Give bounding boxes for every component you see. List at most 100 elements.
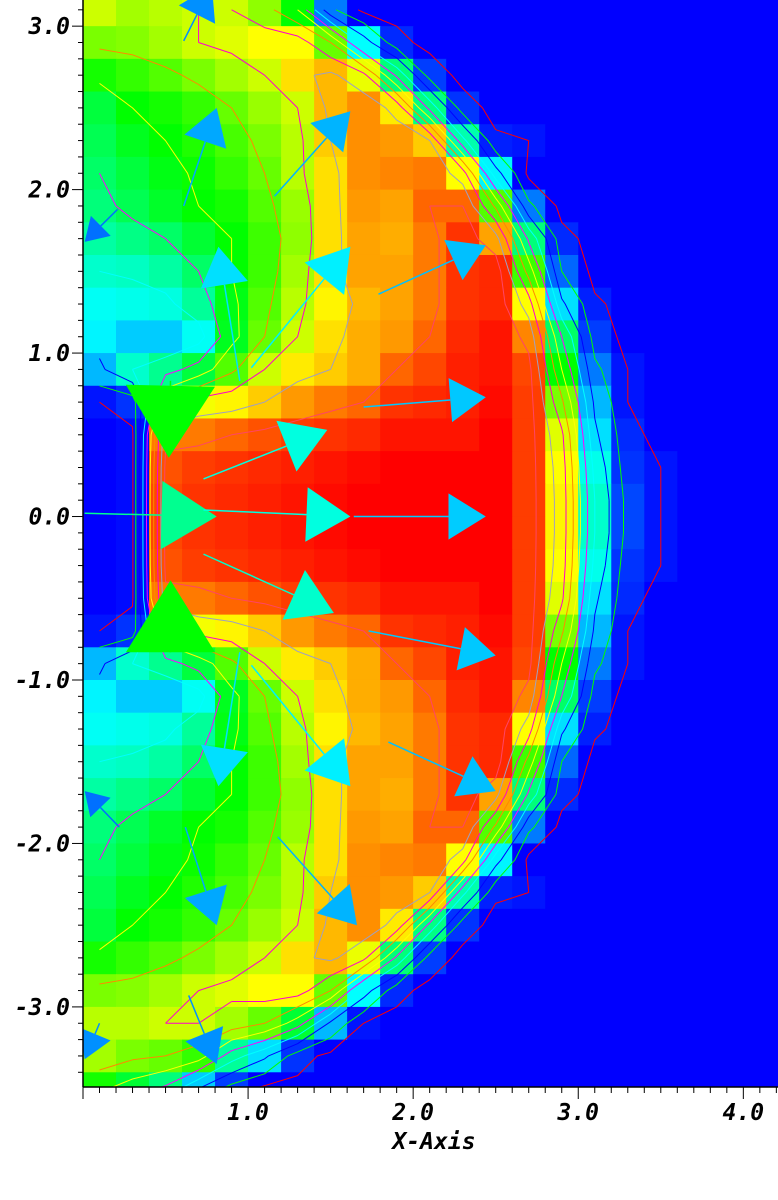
heatmap-cell xyxy=(83,843,117,877)
heatmap-cell xyxy=(710,908,744,943)
vector-arrow xyxy=(84,480,217,550)
heatmap-cell xyxy=(149,320,183,354)
heatmap-cell xyxy=(314,549,348,583)
heatmap-cell xyxy=(512,941,546,975)
heatmap-cell xyxy=(743,974,777,1008)
heatmap-cell xyxy=(677,712,711,746)
vector-head xyxy=(184,107,227,149)
heatmap-cell xyxy=(347,91,381,125)
heatmap-cell xyxy=(578,58,612,93)
heatmap-cell xyxy=(380,876,414,910)
heatmap-cell xyxy=(347,778,381,812)
heatmap-cell xyxy=(611,26,645,60)
heatmap-cell xyxy=(347,222,381,256)
heatmap-cell xyxy=(611,908,645,943)
heatmap-cell xyxy=(743,26,777,60)
vector-head xyxy=(83,1029,111,1060)
heatmap-cell xyxy=(149,0,183,27)
vector-shaft xyxy=(182,141,207,207)
heatmap-cell xyxy=(710,876,744,910)
heatmap-cell xyxy=(149,58,183,93)
heatmap-cell xyxy=(446,581,480,616)
vector-head xyxy=(448,493,486,540)
heatmap-cell xyxy=(611,0,645,27)
heatmap-cell xyxy=(149,810,183,844)
heatmap-cell xyxy=(578,222,612,256)
heatmap-cell xyxy=(611,156,645,191)
heatmap-cell xyxy=(116,679,150,714)
heatmap-cell xyxy=(215,0,249,27)
heatmap-cell xyxy=(116,320,150,354)
vector-head xyxy=(160,480,217,550)
heatmap-cell xyxy=(248,26,282,60)
heatmap-cell xyxy=(545,908,579,943)
heatmap-cell xyxy=(446,908,480,943)
heatmap-cell xyxy=(479,712,513,746)
heatmap-cell xyxy=(512,876,546,910)
heatmap-cell xyxy=(479,451,513,485)
heatmap-cell xyxy=(83,320,117,354)
heatmap-cell xyxy=(545,418,579,452)
heatmap-cell xyxy=(611,418,645,452)
vector-arrow xyxy=(178,0,216,42)
heatmap-cell xyxy=(413,549,447,583)
heatmap-cell xyxy=(611,712,645,746)
heatmap-cell xyxy=(743,581,777,616)
vector-arrow xyxy=(84,208,119,242)
heatmap-cell xyxy=(578,745,612,779)
heatmap-cell xyxy=(413,843,447,877)
heatmap-cell xyxy=(545,778,579,812)
heatmap-cell xyxy=(215,58,249,93)
heatmap-cell xyxy=(479,516,513,550)
heatmap-cell xyxy=(743,91,777,125)
heatmap-cell xyxy=(347,320,381,354)
heatmap-cell xyxy=(248,222,282,256)
heatmap-cell xyxy=(281,222,315,256)
vector-shaft xyxy=(184,826,207,892)
x-tick-label: 3.0 xyxy=(556,1100,599,1126)
heatmap-cell xyxy=(479,679,513,714)
vector-shaft xyxy=(203,553,295,596)
heatmap-cell xyxy=(644,581,678,616)
heatmap-cell xyxy=(710,91,744,125)
heatmap-cell xyxy=(677,1072,711,1087)
vector-head xyxy=(125,580,216,653)
heatmap-cell xyxy=(83,287,117,321)
heatmap-cell xyxy=(314,843,348,877)
heatmap-cell xyxy=(380,974,414,1008)
heatmap-cell xyxy=(116,26,150,60)
vector-arrow xyxy=(353,493,486,540)
heatmap-cell xyxy=(710,418,744,452)
vector-arrow xyxy=(125,580,216,653)
heatmap-cell xyxy=(545,941,579,975)
heatmap-cell xyxy=(677,353,711,387)
heatmap-cell xyxy=(479,941,513,975)
heatmap-cell xyxy=(578,156,612,191)
vector-head xyxy=(276,420,328,472)
heatmap-cell xyxy=(710,1072,744,1087)
y-tick-label: 3.0 xyxy=(27,14,70,40)
heatmap-cell xyxy=(644,1006,678,1041)
heatmap-cell xyxy=(413,1072,447,1087)
heatmap-cell xyxy=(413,287,447,321)
heatmap-cell xyxy=(380,745,414,779)
heatmap-cell xyxy=(149,974,183,1008)
heatmap-cell xyxy=(215,353,249,387)
heatmap-cell xyxy=(545,58,579,93)
heatmap-cell xyxy=(149,91,183,125)
heatmap-cell xyxy=(281,810,315,844)
heatmap-cell xyxy=(380,778,414,812)
axes: 1.0 2.0 3.0 4.0 3.0 2.0 1.0 0.0 -1.0 -2.0 -3.0 xyxy=(15,0,778,1126)
heatmap-cell xyxy=(413,353,447,387)
heatmap-cell xyxy=(215,287,249,321)
heatmap-cell xyxy=(677,418,711,452)
heatmap-cell xyxy=(512,843,546,877)
heatmap-cell xyxy=(578,124,612,158)
heatmap-cell xyxy=(677,320,711,354)
heatmap-cell xyxy=(677,778,711,812)
heatmap-cell xyxy=(83,58,117,93)
heatmap-cell xyxy=(545,810,579,844)
heatmap-cell xyxy=(677,124,711,158)
heatmap-cell xyxy=(413,778,447,812)
heatmap-cell xyxy=(281,353,315,387)
